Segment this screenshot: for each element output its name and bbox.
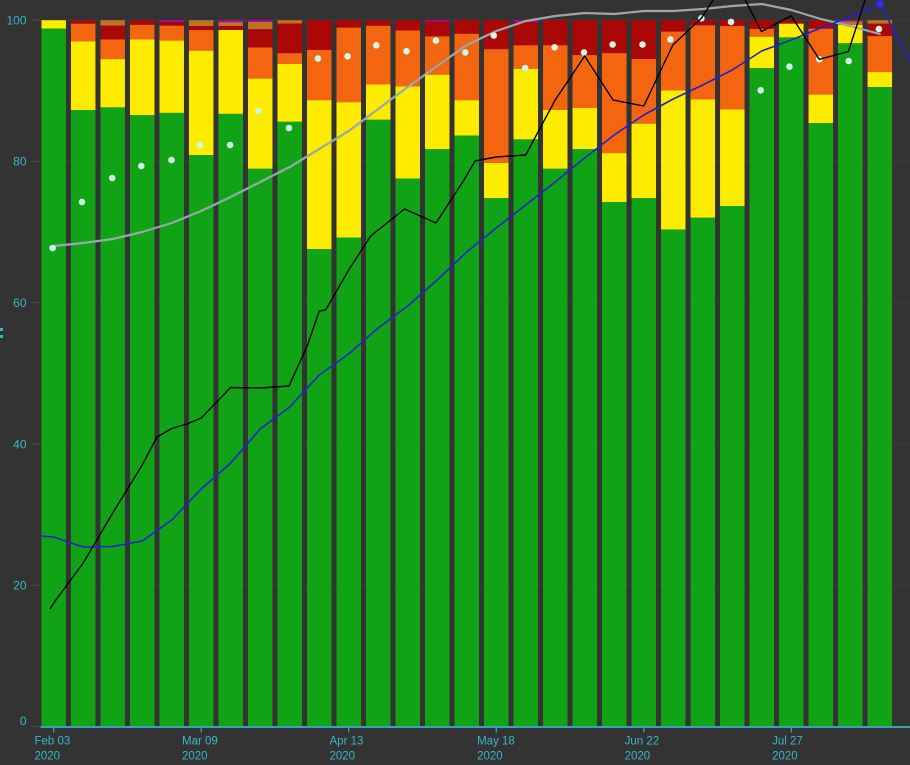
- svg-text:2020: 2020: [625, 751, 651, 763]
- svg-text:Jun 22: Jun 22: [625, 736, 660, 748]
- svg-text:2020: 2020: [772, 751, 798, 763]
- svg-text:Jul 27: Jul 27: [772, 736, 803, 748]
- svg-text:0: 0: [20, 714, 27, 728]
- svg-text:20: 20: [13, 579, 27, 593]
- svg-text:Feb 03: Feb 03: [35, 736, 71, 748]
- svg-text:40: 40: [13, 437, 27, 451]
- svg-text:2020: 2020: [182, 751, 208, 763]
- svg-text:80: 80: [13, 155, 27, 169]
- svg-text:Mar 09: Mar 09: [182, 736, 218, 748]
- svg-text:2020: 2020: [330, 751, 356, 763]
- svg-text:2020: 2020: [477, 751, 503, 763]
- svg-text:Apr 13: Apr 13: [330, 736, 364, 748]
- svg-text:60: 60: [13, 296, 27, 310]
- svg-text:May 18: May 18: [477, 736, 515, 748]
- svg-text:100: 100: [6, 14, 26, 28]
- svg-text:2020: 2020: [35, 751, 61, 763]
